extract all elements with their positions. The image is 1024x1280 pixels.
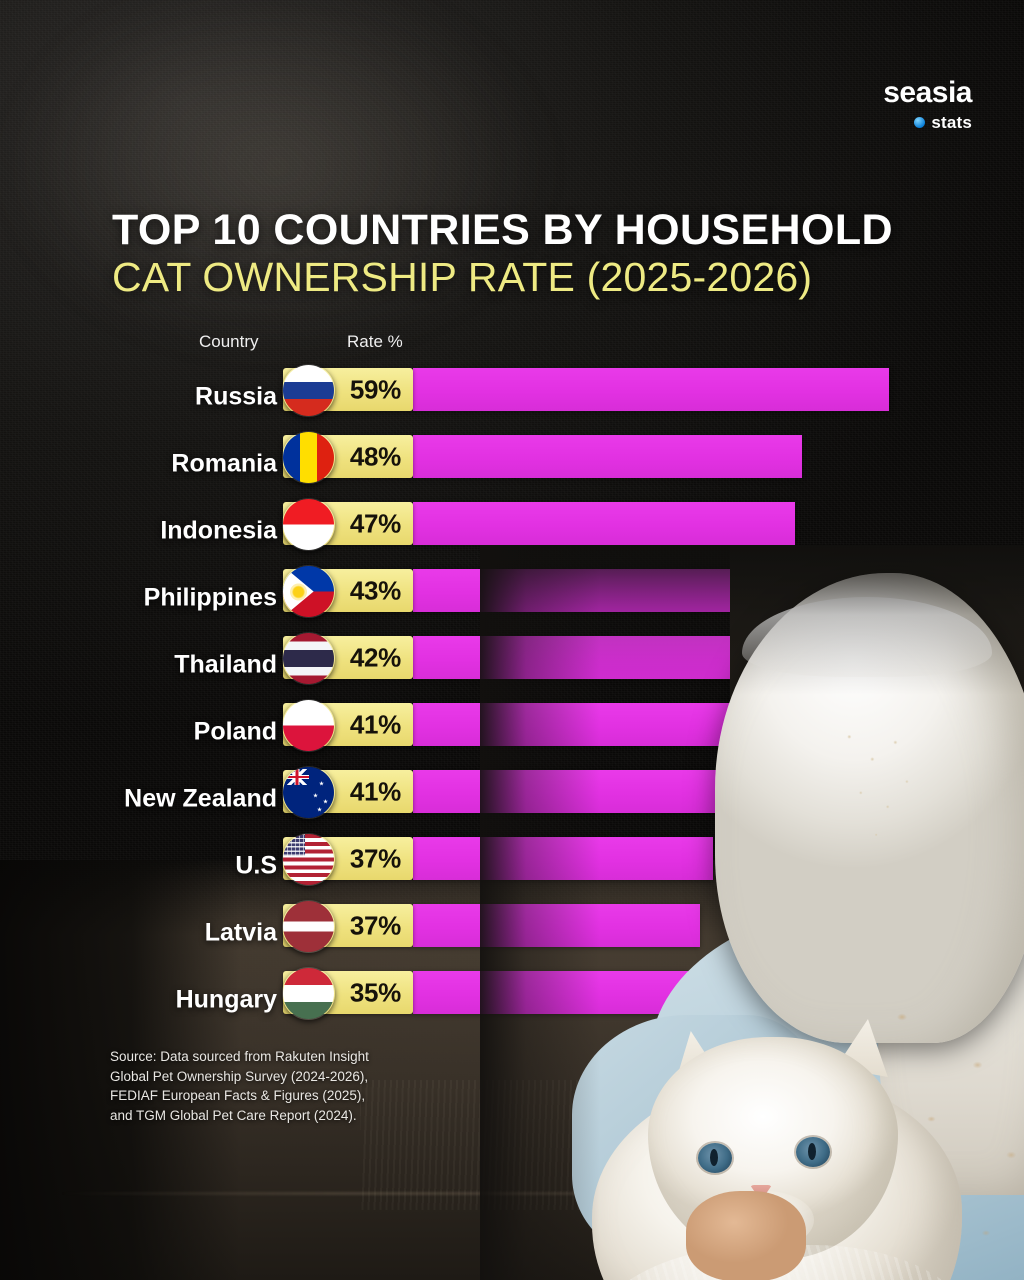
flag-indonesia-icon bbox=[282, 498, 335, 551]
value-bar bbox=[413, 435, 802, 478]
chart-row: Thailand 42% bbox=[0, 631, 1024, 698]
bar-track: 37% bbox=[282, 833, 1024, 886]
chart-row: Philippines 43% bbox=[0, 564, 1024, 631]
flag-new-zealand-icon bbox=[282, 766, 335, 819]
bar-track: 42% bbox=[282, 632, 1024, 685]
country-label: U.S bbox=[235, 851, 277, 879]
page-title: TOP 10 COUNTRIES BY HOUSEHOLD CAT OWNERS… bbox=[112, 208, 942, 301]
chart-row: Romania 48% bbox=[0, 430, 1024, 497]
bar-track: 37% bbox=[282, 900, 1024, 953]
bar-track: 47% bbox=[282, 498, 1024, 551]
blue-dot-icon bbox=[914, 117, 926, 128]
value-bar bbox=[413, 636, 753, 679]
brand-sub-name: stats bbox=[931, 113, 972, 132]
flag-thailand-icon bbox=[282, 632, 335, 685]
value-label: 35% bbox=[349, 977, 401, 1007]
brand-sub-row: stats bbox=[883, 114, 972, 131]
chart-row: New Zealand 41% bbox=[0, 765, 1024, 832]
chart-row: Latvia 37% bbox=[0, 899, 1024, 966]
country-label: Poland bbox=[193, 717, 277, 745]
value-label: 41% bbox=[349, 776, 401, 806]
value-label: 41% bbox=[349, 709, 401, 739]
value-label: 59% bbox=[349, 374, 401, 404]
column-header-country: Country bbox=[199, 332, 259, 351]
value-label: 42% bbox=[349, 642, 401, 672]
country-label: New Zealand bbox=[124, 784, 277, 812]
flag-russia-icon bbox=[282, 364, 335, 417]
source-note: Source: Data sourced from Rakuten Insigh… bbox=[110, 1047, 450, 1125]
flag-poland-icon bbox=[282, 699, 335, 752]
source-line-4: and TGM Global Pet Care Report (2024). bbox=[110, 1107, 357, 1123]
source-line-2: Global Pet Ownership Survey (2024-2026), bbox=[110, 1068, 369, 1084]
value-bar bbox=[413, 904, 700, 947]
bar-track: 59% bbox=[282, 364, 1024, 417]
title-line-1: TOP 10 COUNTRIES BY HOUSEHOLD bbox=[112, 206, 893, 254]
brand-logo: seasia stats bbox=[883, 76, 972, 132]
value-label: 37% bbox=[349, 910, 401, 940]
country-label: Latvia bbox=[204, 918, 277, 946]
chart-row: Indonesia 47% bbox=[0, 497, 1024, 564]
bar-track: 35% bbox=[282, 967, 1024, 1020]
value-label: 43% bbox=[349, 575, 401, 605]
chart-row: Hungary 35% bbox=[0, 966, 1024, 1033]
chart-row: Poland 41% bbox=[0, 698, 1024, 765]
value-bar bbox=[413, 569, 761, 612]
country-label: Indonesia bbox=[160, 516, 277, 544]
flag-romania-icon bbox=[282, 431, 335, 484]
value-bar bbox=[413, 502, 795, 545]
value-label: 48% bbox=[349, 441, 401, 471]
title-line-2: CAT OWNERSHIP RATE (2025-2026) bbox=[112, 253, 813, 300]
flag-hungary-icon bbox=[282, 967, 335, 1020]
flag-latvia-icon bbox=[282, 900, 335, 953]
source-line-3: FEDIAF European Facts & Figures (2025), bbox=[110, 1088, 366, 1104]
country-label: Philippines bbox=[143, 583, 277, 611]
background-room-left-shade bbox=[0, 860, 240, 1280]
value-bar bbox=[413, 770, 735, 813]
chart-row: Russia 59% bbox=[0, 363, 1024, 430]
column-header-rate: Rate % bbox=[347, 332, 403, 351]
background-couch-seam bbox=[60, 1192, 1024, 1195]
value-label: 47% bbox=[349, 508, 401, 538]
bar-track: 48% bbox=[282, 431, 1024, 484]
column-headers: Country Rate % bbox=[0, 332, 1024, 356]
source-line-1: Source: Data sourced from Rakuten Insigh… bbox=[110, 1049, 369, 1064]
country-label: Hungary bbox=[175, 985, 277, 1013]
value-bar bbox=[413, 837, 713, 880]
background-couch-ribs bbox=[360, 1080, 1024, 1210]
chart-row: U.S 37% bbox=[0, 832, 1024, 899]
value-bar bbox=[413, 368, 889, 411]
country-label: Thailand bbox=[174, 650, 277, 678]
background-glow bbox=[0, 0, 635, 410]
bar-track: 41% bbox=[282, 699, 1024, 752]
country-label: Romania bbox=[171, 449, 277, 477]
value-bar bbox=[413, 971, 688, 1014]
flag-philippines-icon bbox=[282, 565, 335, 618]
brand-name: seasia bbox=[883, 76, 972, 109]
bar-chart: Russia 59% Romania 48% Indonesia 47% Philippin… bbox=[0, 363, 1024, 1033]
value-bar bbox=[413, 703, 735, 746]
value-label: 37% bbox=[349, 843, 401, 873]
bar-track: 43% bbox=[282, 565, 1024, 618]
bar-track: 41% bbox=[282, 766, 1024, 819]
flag-united-states-icon bbox=[282, 833, 335, 886]
country-label: Russia bbox=[195, 382, 277, 410]
